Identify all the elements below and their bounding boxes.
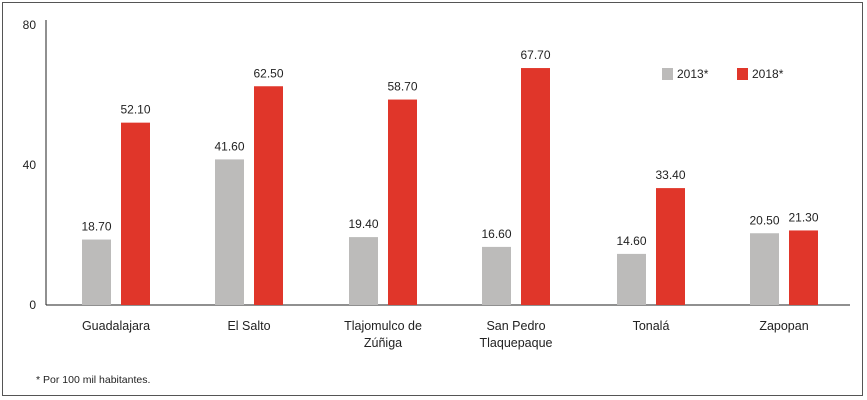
data-label: 58.70 (387, 80, 417, 94)
bar (789, 230, 818, 305)
data-label: 14.60 (616, 234, 646, 248)
legend-label: 2013* (677, 67, 709, 81)
footnote: * Por 100 mil habitantes. (36, 374, 151, 386)
bar (388, 99, 417, 305)
data-label: 33.40 (655, 168, 685, 182)
bar (750, 233, 779, 305)
bar (254, 86, 283, 305)
bar (521, 68, 550, 305)
y-tick-label: 80 (23, 18, 37, 32)
bar (82, 239, 111, 305)
data-label: 16.60 (481, 227, 511, 241)
legend-swatch (662, 68, 673, 80)
category-label: San Pedro (486, 319, 545, 333)
category-label: Tlajomulco de (344, 319, 422, 333)
bar (121, 122, 150, 306)
bar (482, 246, 511, 305)
category-label: Zúñiga (364, 336, 402, 350)
category-label: Tonalá (633, 319, 670, 333)
legend-swatch (737, 68, 748, 80)
y-tick-label: 0 (29, 298, 36, 312)
category-label: El Salto (227, 319, 270, 333)
bar (215, 159, 244, 305)
data-label: 21.30 (788, 210, 818, 224)
data-label: 62.50 (253, 66, 283, 80)
data-label: 20.50 (749, 213, 779, 227)
data-label: 18.70 (81, 220, 111, 234)
bar (617, 253, 646, 305)
bar (656, 188, 685, 305)
category-label: Guadalajara (82, 319, 150, 333)
y-tick-label: 40 (23, 158, 37, 172)
legend-label: 2018* (752, 67, 784, 81)
category-label: Zapopan (759, 319, 808, 333)
bar (349, 237, 378, 305)
data-label: 19.40 (348, 217, 378, 231)
data-label: 52.10 (120, 103, 150, 117)
category-label: Tlaquepaque (480, 336, 553, 350)
data-label: 41.60 (214, 139, 244, 153)
data-label: 67.70 (520, 48, 550, 62)
